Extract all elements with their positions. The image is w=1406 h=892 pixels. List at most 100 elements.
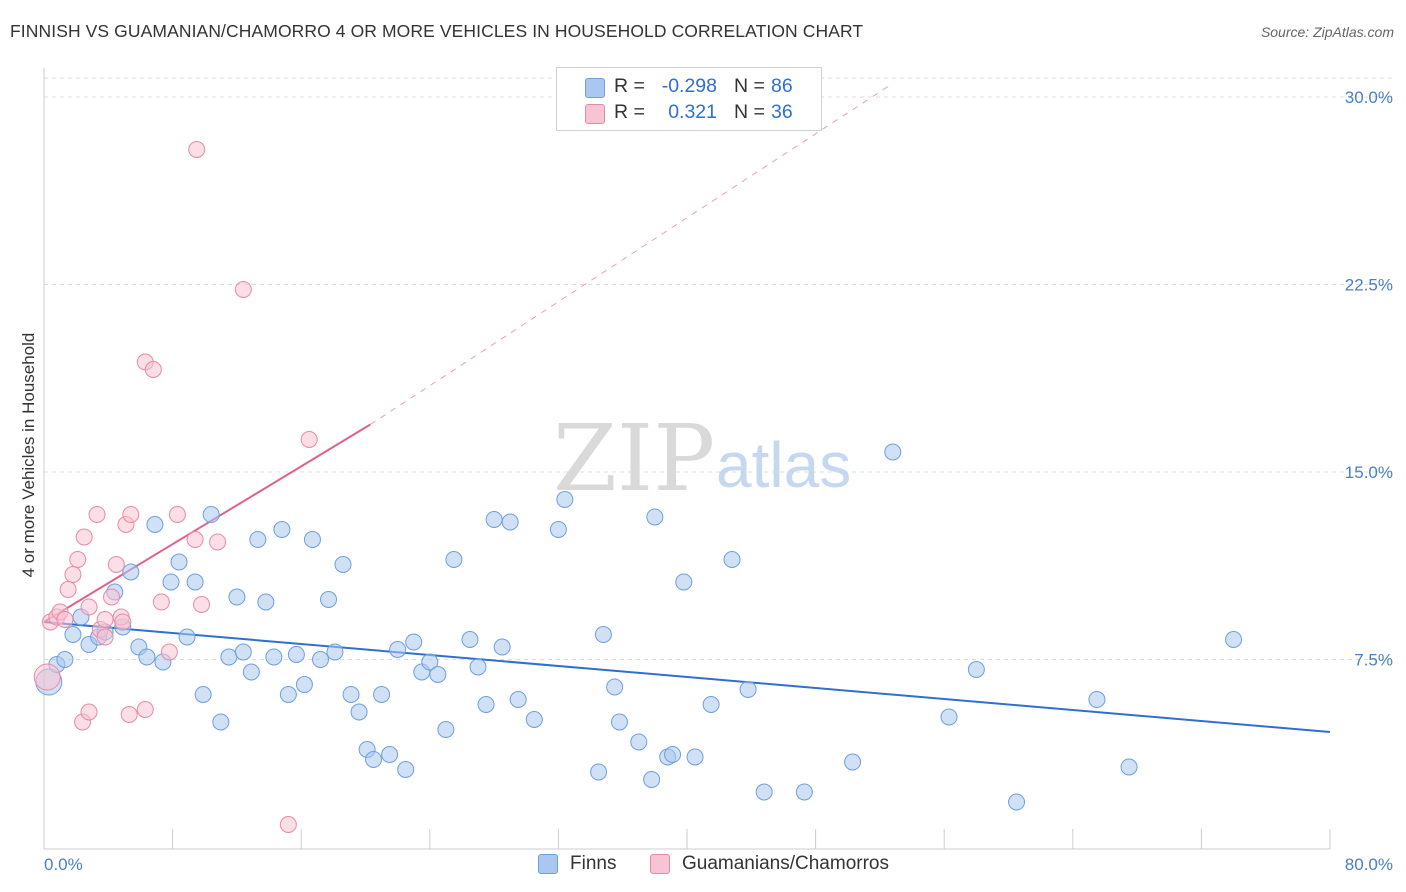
legend-swatch-guam [585,104,605,124]
data-point-finns [549,521,567,538]
data-point-finns [1008,793,1026,811]
data-point-finns [146,516,164,533]
data-point-finns [350,703,368,721]
data-point-guam [144,361,162,378]
data-point-finns [556,491,574,508]
legend-label-finns: Finns [570,853,617,874]
data-point-finns [138,648,156,666]
data-point-finns [739,681,757,698]
data-point-finns [493,638,511,656]
data-point-finns [194,686,212,703]
data-point-finns [686,748,704,766]
data-point-guam [188,141,206,158]
data-point-guam [136,701,154,718]
y-tick-label: 15.0% [1345,463,1393,482]
data-point-finns [320,591,338,608]
data-point-finns [429,666,447,683]
correlation-legend: R = -0.298 N = 86 R = 0.321 N = 36 [556,67,822,131]
data-point-finns [202,506,220,523]
chart-title: FINNISH VS GUAMANIAN/CHAMORRO 4 OR MORE … [10,21,864,41]
data-point-guam [234,281,252,298]
data-point-finns [186,573,204,591]
data-point-finns [373,686,391,703]
source-label: Source: ZipAtlas.com [1260,24,1394,40]
data-point-guam [120,706,138,723]
data-point-guam [103,588,121,606]
data-point-finns [178,628,196,646]
legend-n-label: N = [734,75,765,97]
data-point-finns [630,733,648,751]
legend-swatch-finns [538,854,558,874]
data-point-finns [664,746,682,763]
data-point-finns [122,563,140,581]
data-point-finns [844,753,862,771]
data-point-finns [234,643,252,661]
y-tick-label: 30.0% [1345,88,1393,107]
data-point-guam [56,611,74,628]
data-point-guam [96,611,114,628]
data-point-finns [279,686,297,703]
data-point-finns [477,696,495,713]
data-point-guam [96,628,114,646]
watermark-atlas: atlas [716,429,851,501]
data-points [33,141,1243,833]
legend-n-value: 86 [771,75,793,97]
data-point-guam [59,581,77,598]
data-point-finns [303,531,321,548]
data-point-finns [590,763,608,781]
data-point-guam [193,596,211,613]
data-point-finns [509,691,527,708]
data-point-finns [646,508,664,526]
data-point-finns [64,626,82,643]
data-point-guam [33,663,61,691]
trend-line-guam [43,423,371,623]
legend-r-value: 0.321 [668,101,717,123]
data-point-finns [606,678,624,696]
legend-r-label: R = [614,75,645,97]
gridlines [44,77,1393,660]
legend-swatch-finns [585,78,605,98]
data-point-finns [501,513,519,531]
data-point-finns [755,783,773,801]
data-point-finns [421,653,439,671]
data-point-finns [940,708,958,726]
data-point-finns [162,573,180,591]
data-point-finns [610,713,628,731]
data-point-finns [1088,691,1106,708]
trend-line-finns [43,621,1331,733]
data-point-finns [594,626,612,643]
data-point-finns [469,658,487,676]
data-point-finns [326,643,344,661]
data-point-finns [287,646,305,663]
data-point-finns [170,553,188,571]
data-point-finns [723,551,741,568]
trend-extension-guam [370,84,892,425]
data-point-finns [342,686,360,703]
data-point-guam [168,506,186,523]
data-point-finns [525,711,543,728]
data-point-guam [80,703,98,721]
data-point-guam [300,431,318,448]
data-point-guam [209,533,227,551]
axes [43,68,1331,850]
data-point-finns [795,783,813,801]
data-point-guam [75,528,93,546]
data-point-guam [122,506,140,523]
data-point-finns [365,751,383,768]
data-point-finns [265,648,283,666]
data-point-finns [381,746,399,763]
data-point-finns [405,633,423,651]
data-point-finns [1225,631,1243,648]
data-point-guam [107,556,125,573]
data-point-finns [389,641,407,658]
data-point-guam [186,531,204,548]
x-tick-label: 80.0% [1345,855,1393,874]
data-point-guam [88,506,106,523]
data-point-finns [257,593,275,611]
data-point-guam [279,816,297,833]
trend-lines [43,84,1331,733]
tick-labels: 7.5% 15.0% 22.5% 30.0% 0.0% 80.0% [44,88,1393,874]
data-point-finns [56,651,74,668]
data-point-finns [273,521,291,538]
